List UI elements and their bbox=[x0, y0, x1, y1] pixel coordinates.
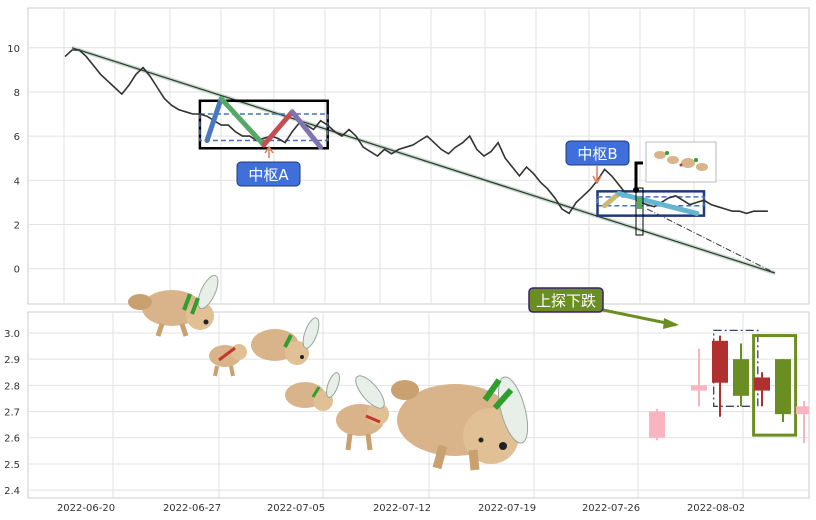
bottom-y-tick-2: 2.6 bbox=[4, 434, 20, 445]
bottom-panel: 2.42.52.62.72.82.93.0 2022-06-20 2022-06-… bbox=[4, 274, 810, 514]
hub-b-label: 中枢B bbox=[577, 145, 617, 163]
top-y-ticks: 0 2 4 6 8 10 bbox=[7, 44, 20, 276]
hub-a-label: 中枢A bbox=[248, 166, 289, 184]
price-series bbox=[64, 49, 768, 215]
x-tick-4: 2022-07-19 bbox=[478, 503, 536, 514]
x-tick-3: 2022-07-12 bbox=[373, 503, 431, 514]
candle-body-4 bbox=[754, 377, 770, 391]
dog-4 bbox=[285, 372, 340, 411]
candle-body-5 bbox=[775, 359, 791, 415]
x-tick-0: 2022-06-20 bbox=[57, 503, 115, 514]
candle-body-6 bbox=[796, 406, 809, 415]
dog-thumbnail-inset bbox=[645, 141, 717, 183]
current-price-marker bbox=[633, 161, 644, 236]
bottom-y-tick-5: 2.9 bbox=[4, 355, 20, 366]
x-tick-5: 2022-07-26 bbox=[582, 503, 640, 514]
forecast-line bbox=[646, 208, 776, 274]
x-tick-2: 2022-07-05 bbox=[267, 503, 325, 514]
annotation-label: 上探下跌 bbox=[536, 292, 596, 310]
top-y-tick-5: 10 bbox=[7, 44, 20, 55]
x-ticks: 2022-06-20 2022-06-27 2022-07-05 2022-07-12… bbox=[57, 503, 745, 514]
stroke-segment-4 bbox=[602, 191, 622, 209]
top-panel: 0 2 4 6 8 10 中枢A 中枢B bbox=[7, 7, 810, 305]
highlight-box-1 bbox=[752, 334, 798, 437]
bottom-y-tick-6: 3.0 bbox=[4, 329, 20, 340]
dog-1 bbox=[128, 274, 219, 337]
candle-body-0 bbox=[649, 411, 665, 438]
bottom-y-tick-0: 2.4 bbox=[4, 486, 20, 497]
hub-band-0 bbox=[199, 113, 329, 142]
top-grid bbox=[28, 8, 809, 304]
stroke-segment-3 bbox=[289, 109, 324, 150]
candle-body-1 bbox=[691, 385, 707, 391]
trend-lines bbox=[71, 45, 776, 275]
bottom-y-tick-4: 2.8 bbox=[4, 381, 20, 392]
highlight-boxes bbox=[713, 329, 798, 437]
top-y-tick-1: 2 bbox=[14, 220, 20, 231]
flying-dogs-graphic bbox=[128, 274, 529, 471]
top-y-tick-3: 6 bbox=[14, 132, 20, 143]
annotation-callout: 上探下跌 bbox=[528, 287, 679, 329]
top-y-tick-0: 0 bbox=[14, 265, 20, 276]
highlight-box-0 bbox=[713, 329, 759, 407]
hub-a-callout: 中枢A bbox=[236, 145, 301, 187]
bottom-y-tick-3: 2.7 bbox=[4, 408, 20, 419]
price-line bbox=[64, 49, 768, 215]
stroke-segment-5 bbox=[616, 191, 700, 216]
dog-6 bbox=[391, 376, 529, 471]
stroke-segments bbox=[204, 96, 700, 216]
candles bbox=[649, 335, 809, 443]
bottom-y-ticks: 2.4 2.5 2.6 2.7 2.8 2.9 3.0 bbox=[4, 329, 20, 497]
stroke-segment-2 bbox=[261, 109, 295, 148]
dog-3 bbox=[251, 317, 320, 365]
stroke-segment-0 bbox=[204, 96, 224, 144]
hub-b-callout: 中枢B bbox=[565, 140, 630, 185]
trend-line bbox=[71, 47, 776, 274]
dog-2 bbox=[209, 344, 247, 377]
bottom-y-tick-1: 2.5 bbox=[4, 460, 20, 471]
candle-body-2 bbox=[712, 340, 728, 383]
top-y-tick-2: 4 bbox=[14, 176, 20, 187]
dog-5 bbox=[336, 375, 389, 451]
x-tick-1: 2022-06-27 bbox=[163, 503, 221, 514]
x-tick-6: 2022-08-02 bbox=[687, 503, 745, 514]
stroke-segment-1 bbox=[218, 96, 267, 148]
top-y-tick-4: 8 bbox=[14, 88, 20, 99]
candle-body-3 bbox=[733, 359, 749, 396]
